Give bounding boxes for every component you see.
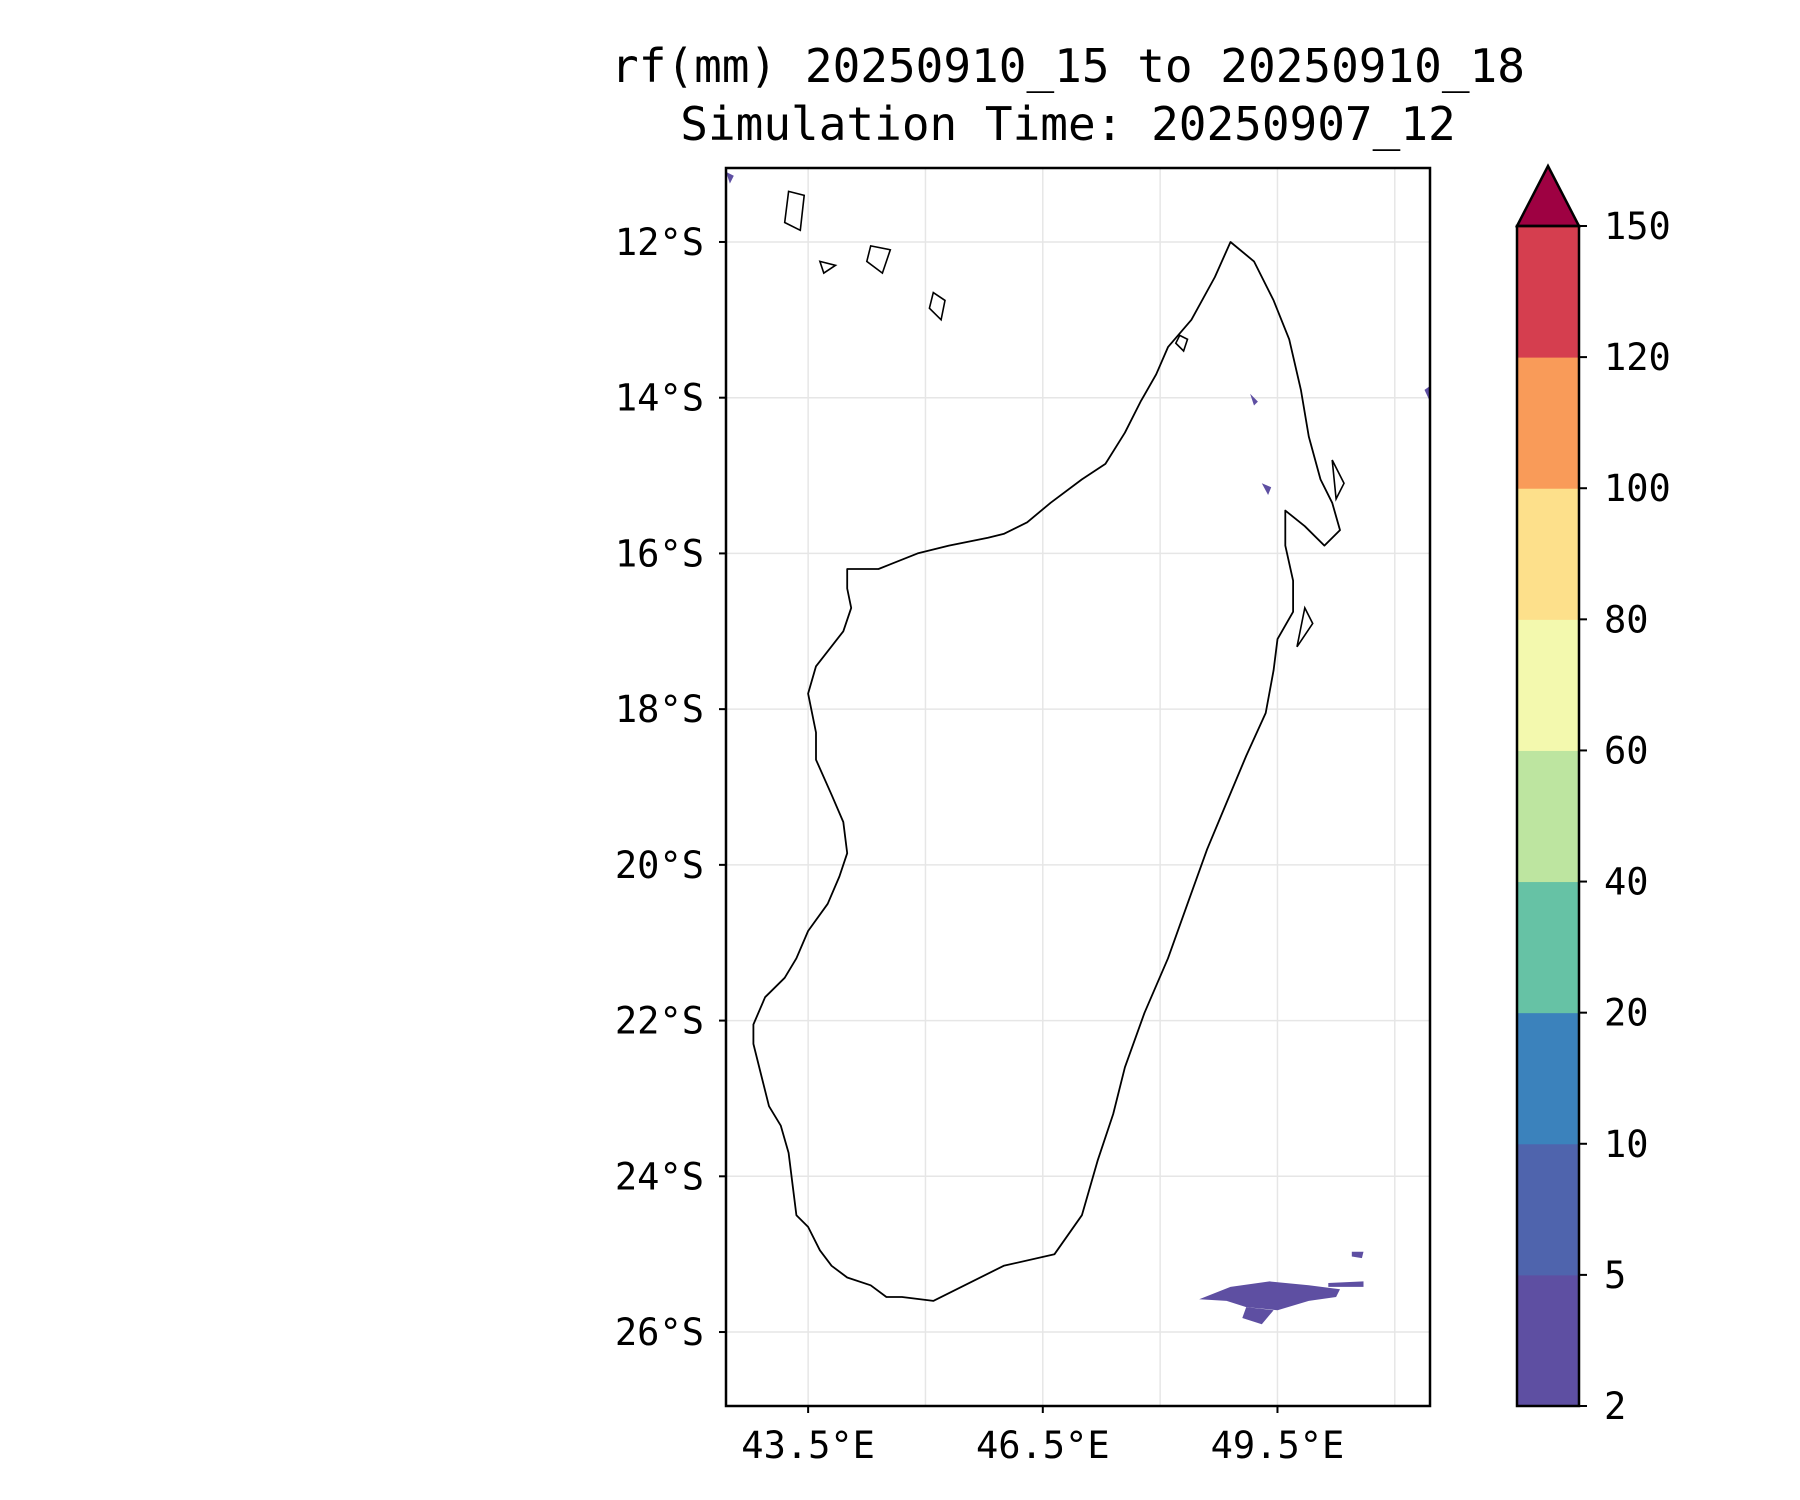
rain-patch-5: [1250, 393, 1258, 406]
lon-tick-label-0: 43.5°E: [741, 1424, 875, 1467]
coastline: [752, 190, 1345, 1302]
map-frame: [724, 166, 1432, 1408]
map-panel: 12°S14°S16°S18°S20°S22°S24°S26°S 43.5°E 4…: [615, 166, 1432, 1467]
colorbar-label-6: 80: [1604, 598, 1649, 641]
lon-tick-label-2: 49.5°E: [1211, 1424, 1345, 1467]
colorbar-label-0: 2: [1604, 1385, 1626, 1428]
rain-patch-2: [1328, 1281, 1364, 1287]
rain-patch-3: [1351, 1251, 1364, 1259]
colorbar-extend-arrow: [1514, 163, 1582, 228]
lat-tick-label-7: 26°S: [615, 1311, 704, 1354]
island-outline-6: [1296, 605, 1314, 648]
rain-patch-7: [726, 171, 734, 184]
lat-tick-label-0: 12°S: [615, 221, 704, 264]
madagascar-coastline: [752, 241, 1341, 1302]
colorbar-segment-2: [1517, 1012, 1579, 1145]
lat-tick-label-4: 20°S: [615, 844, 704, 887]
colorbar-segment-4: [1517, 750, 1579, 883]
colorbar-label-4: 40: [1604, 861, 1649, 904]
colorbar-segment-7: [1517, 357, 1579, 489]
colorbar-label-5: 60: [1604, 729, 1649, 772]
rain-patch-6: [1424, 386, 1430, 402]
island-outline-2: [818, 260, 838, 275]
lat-tick-label-2: 16°S: [615, 532, 704, 575]
lat-tick-label-3: 18°S: [615, 688, 704, 731]
lon-tick-label-1: 46.5°E: [976, 1424, 1110, 1467]
colorbar: 2 5 10 20 40 60 80 100 120 150: [1514, 163, 1671, 1428]
colorbar-segment-1: [1517, 1143, 1579, 1276]
colorbar-label-7: 100: [1604, 467, 1671, 510]
island-outline-0: [783, 190, 806, 232]
colorbar-segment-5: [1517, 619, 1579, 751]
rain-patch-1: [1242, 1307, 1274, 1325]
colorbar-label-3: 20: [1604, 992, 1649, 1035]
colorbar-label-9: 150: [1604, 205, 1671, 248]
island-outline-5: [1331, 459, 1345, 502]
island-outline-4: [1174, 334, 1189, 353]
colorbar-label-2: 10: [1604, 1123, 1649, 1166]
rainfall-areas: [726, 171, 1430, 1325]
colorbar-label-8: 120: [1604, 336, 1671, 379]
rain-patch-4: [1261, 483, 1272, 495]
rain-patch-0: [1199, 1281, 1340, 1311]
island-outline-3: [928, 291, 946, 322]
island-outline-1: [865, 244, 892, 275]
colorbar-segment-0: [1517, 1274, 1579, 1407]
colorbar-frame: [1515, 224, 1581, 1408]
colorbar-label-1: 5: [1604, 1254, 1626, 1297]
latitude-ticks: 12°S 14°S 16°S 18°S 20°S 22°S 24°S 26°S: [615, 221, 726, 1354]
lat-tick-label-5: 22°S: [615, 1000, 704, 1043]
colorbar-segment-6: [1517, 488, 1579, 620]
longitude-ticks: 43.5°E 46.5°E 49.5°E: [741, 1406, 1344, 1467]
colorbar-segment-3: [1517, 881, 1579, 1014]
lat-tick-label-6: 24°S: [615, 1155, 704, 1198]
map-title-line-2: Simulation Time: 20250907_12: [680, 97, 1455, 151]
lat-tick-label-1: 14°S: [615, 377, 704, 420]
colorbar-segment-8: [1517, 226, 1579, 358]
map-title-line-1: rf(mm) 20250910_15 to 20250910_18: [611, 39, 1525, 93]
